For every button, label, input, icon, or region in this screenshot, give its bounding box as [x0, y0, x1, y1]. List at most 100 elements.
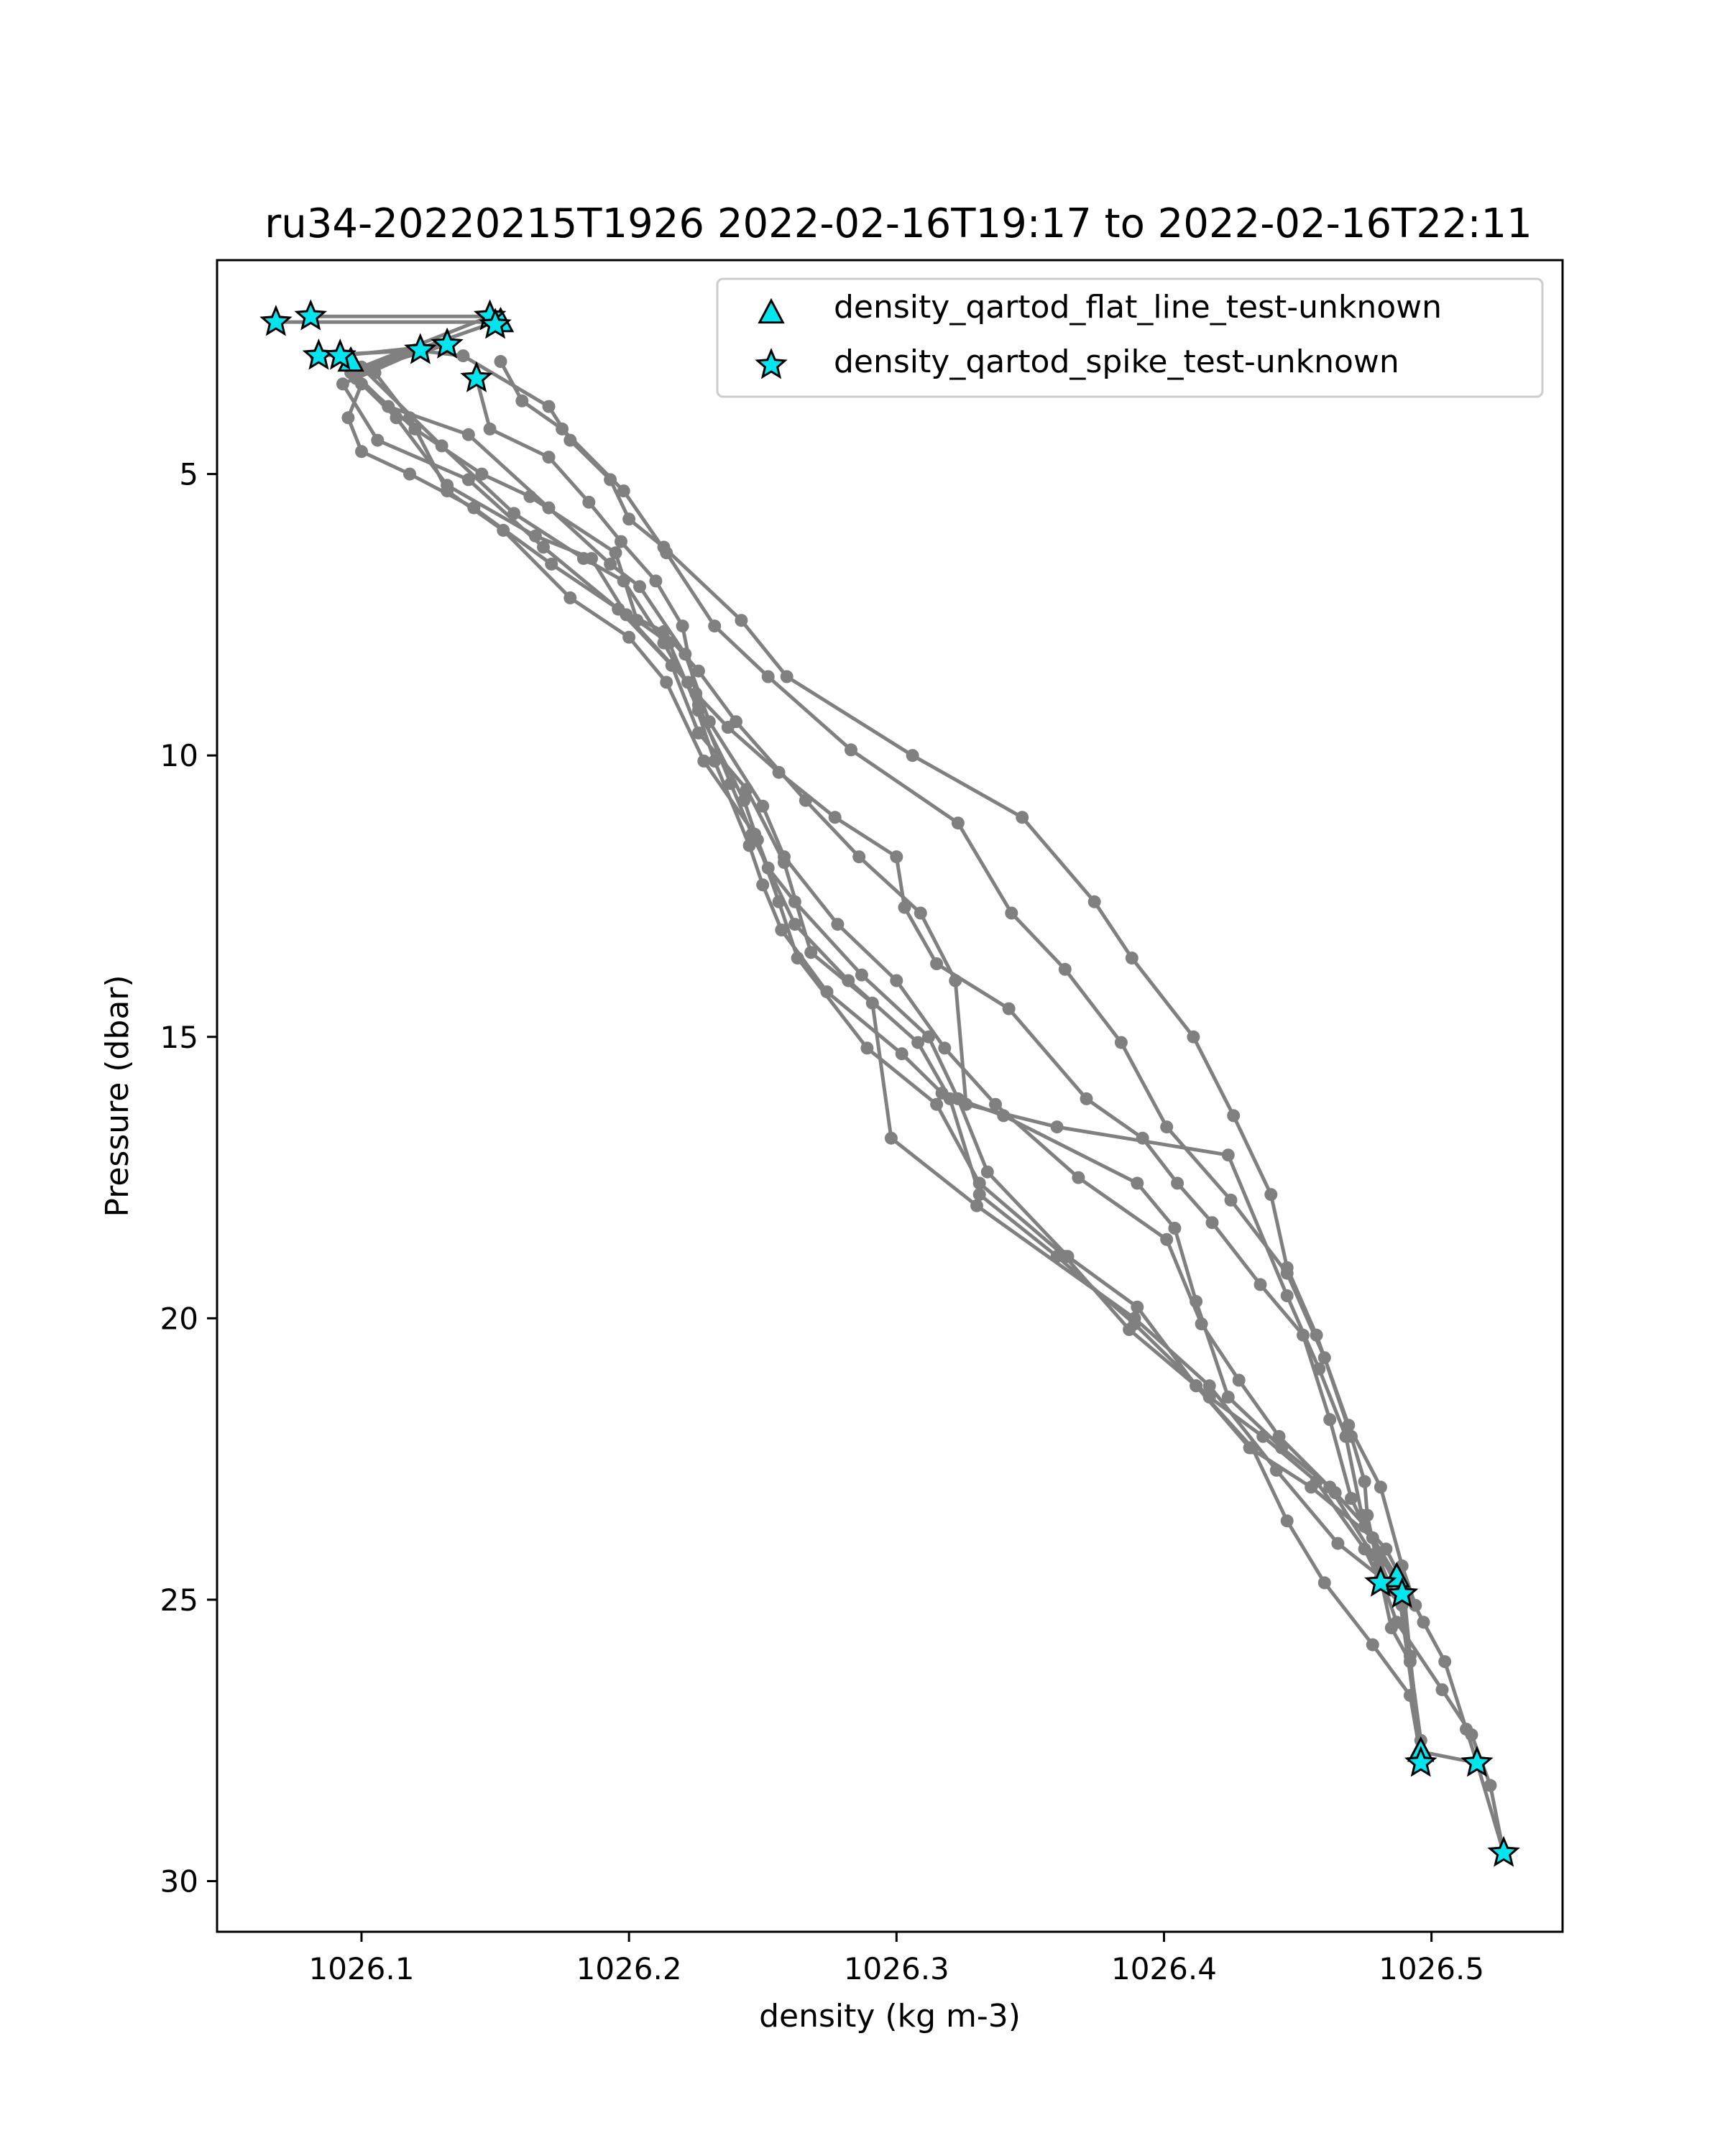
profile-point: [1187, 1030, 1200, 1044]
y-axis-ticks: 5 10 15 20 25 30: [160, 457, 217, 1899]
profile-point: [617, 574, 630, 588]
legend: density_qartod_flat_line_test-unknown de…: [716, 277, 1544, 398]
profile-point: [691, 698, 705, 711]
profile-point: [737, 793, 751, 807]
x-tick-label: 1026.5: [1379, 1951, 1484, 1986]
y-tick-label: 25: [160, 1583, 198, 1618]
y-tick-label: 15: [160, 1020, 198, 1055]
profile-point: [1123, 1323, 1136, 1336]
profile-point: [1272, 1429, 1286, 1443]
profile-line-3: [318, 348, 1506, 1853]
profile-point: [467, 501, 481, 515]
profile-point: [756, 799, 770, 813]
legend-box: [716, 277, 1544, 398]
y-tick-label: 5: [179, 457, 198, 492]
profile-point: [756, 878, 770, 892]
profile-point: [775, 923, 788, 936]
profile-point: [1002, 1002, 1016, 1015]
profile-point: [461, 473, 475, 487]
profile-point: [865, 996, 879, 1010]
profile-point: [507, 507, 521, 520]
profile-point: [1345, 1492, 1358, 1505]
profile-point: [497, 523, 510, 537]
profile-point: [537, 540, 550, 554]
profile-point: [1160, 1120, 1174, 1134]
profile-point: [1358, 1520, 1371, 1534]
profile-point: [545, 557, 558, 571]
profile-point: [895, 1047, 908, 1061]
profile-point: [1136, 1131, 1149, 1145]
profile-point: [930, 957, 944, 970]
profile-point: [951, 816, 965, 830]
profile-point: [1358, 1475, 1371, 1488]
profile-point: [1246, 1441, 1259, 1455]
profile-point: [1202, 1391, 1216, 1404]
x-axis-label: density (kg m-3): [759, 1998, 1021, 2035]
profile-point: [564, 433, 577, 447]
profile-point: [1366, 1548, 1379, 1562]
profile-point: [1310, 1475, 1323, 1488]
profile-point: [368, 366, 382, 379]
profile-point: [1224, 1193, 1238, 1207]
spike-flag-marker: [302, 338, 336, 370]
legend-triangle-marker: [758, 298, 785, 324]
profile-point: [890, 850, 903, 864]
spike-flag-marker: [1487, 1835, 1520, 1867]
profile-point: [1275, 1441, 1289, 1455]
profile-line-1: [275, 320, 1506, 1854]
profile-point: [922, 1030, 935, 1044]
profile-point: [649, 574, 663, 588]
x-tick-label: 1026.2: [576, 1951, 682, 1986]
profile-point: [456, 349, 470, 363]
profile-point: [702, 715, 716, 729]
profile-point: [735, 614, 748, 627]
profile-point: [1058, 962, 1072, 976]
profile-point: [1280, 1261, 1294, 1274]
profile-point: [828, 811, 842, 824]
profile-point: [355, 445, 368, 459]
profile-point: [1016, 811, 1029, 824]
legend-label-spike: density_qartod_spike_test-unknown: [834, 344, 1399, 380]
profile-point: [657, 625, 671, 638]
profile-point: [906, 749, 919, 763]
profile-line-10: [316, 348, 1382, 1579]
profile-point: [780, 670, 794, 683]
profile-point: [657, 636, 671, 650]
profile-point: [831, 918, 845, 931]
profile-point: [911, 1036, 925, 1049]
profile-point: [1072, 1171, 1085, 1184]
profile-point: [622, 512, 636, 526]
spike-flag-marker: [431, 327, 464, 359]
profile-point: [1366, 1638, 1379, 1651]
profile-point: [1190, 1379, 1203, 1393]
profile-point: [390, 411, 403, 425]
profile-point: [788, 918, 801, 931]
profile-point: [898, 900, 911, 914]
spike-flag-marker: [460, 361, 493, 392]
profile-point: [1417, 1616, 1430, 1629]
qartod-flags: [259, 299, 1520, 1867]
profile-point: [542, 501, 556, 515]
profile-points: [269, 310, 1511, 1860]
profile-point: [1355, 1508, 1368, 1522]
profile-point: [564, 591, 577, 604]
profile-point: [935, 1087, 949, 1100]
x-tick-label: 1026.3: [844, 1951, 949, 1986]
profile-point: [949, 974, 962, 987]
profile-point: [930, 1097, 944, 1111]
profile-point: [660, 676, 673, 689]
profile-point: [461, 428, 475, 441]
profile-point: [1366, 1531, 1379, 1544]
profile-point: [761, 861, 775, 875]
profile-point: [633, 580, 646, 594]
profile-point: [708, 755, 722, 768]
profile-point: [740, 783, 753, 796]
profile-point: [403, 411, 416, 425]
profile-point: [748, 827, 762, 841]
profile-point: [1087, 895, 1101, 908]
profile-point: [681, 676, 694, 689]
profile-point: [914, 906, 927, 920]
profile-point: [1312, 1362, 1326, 1376]
profile-point: [788, 895, 801, 908]
